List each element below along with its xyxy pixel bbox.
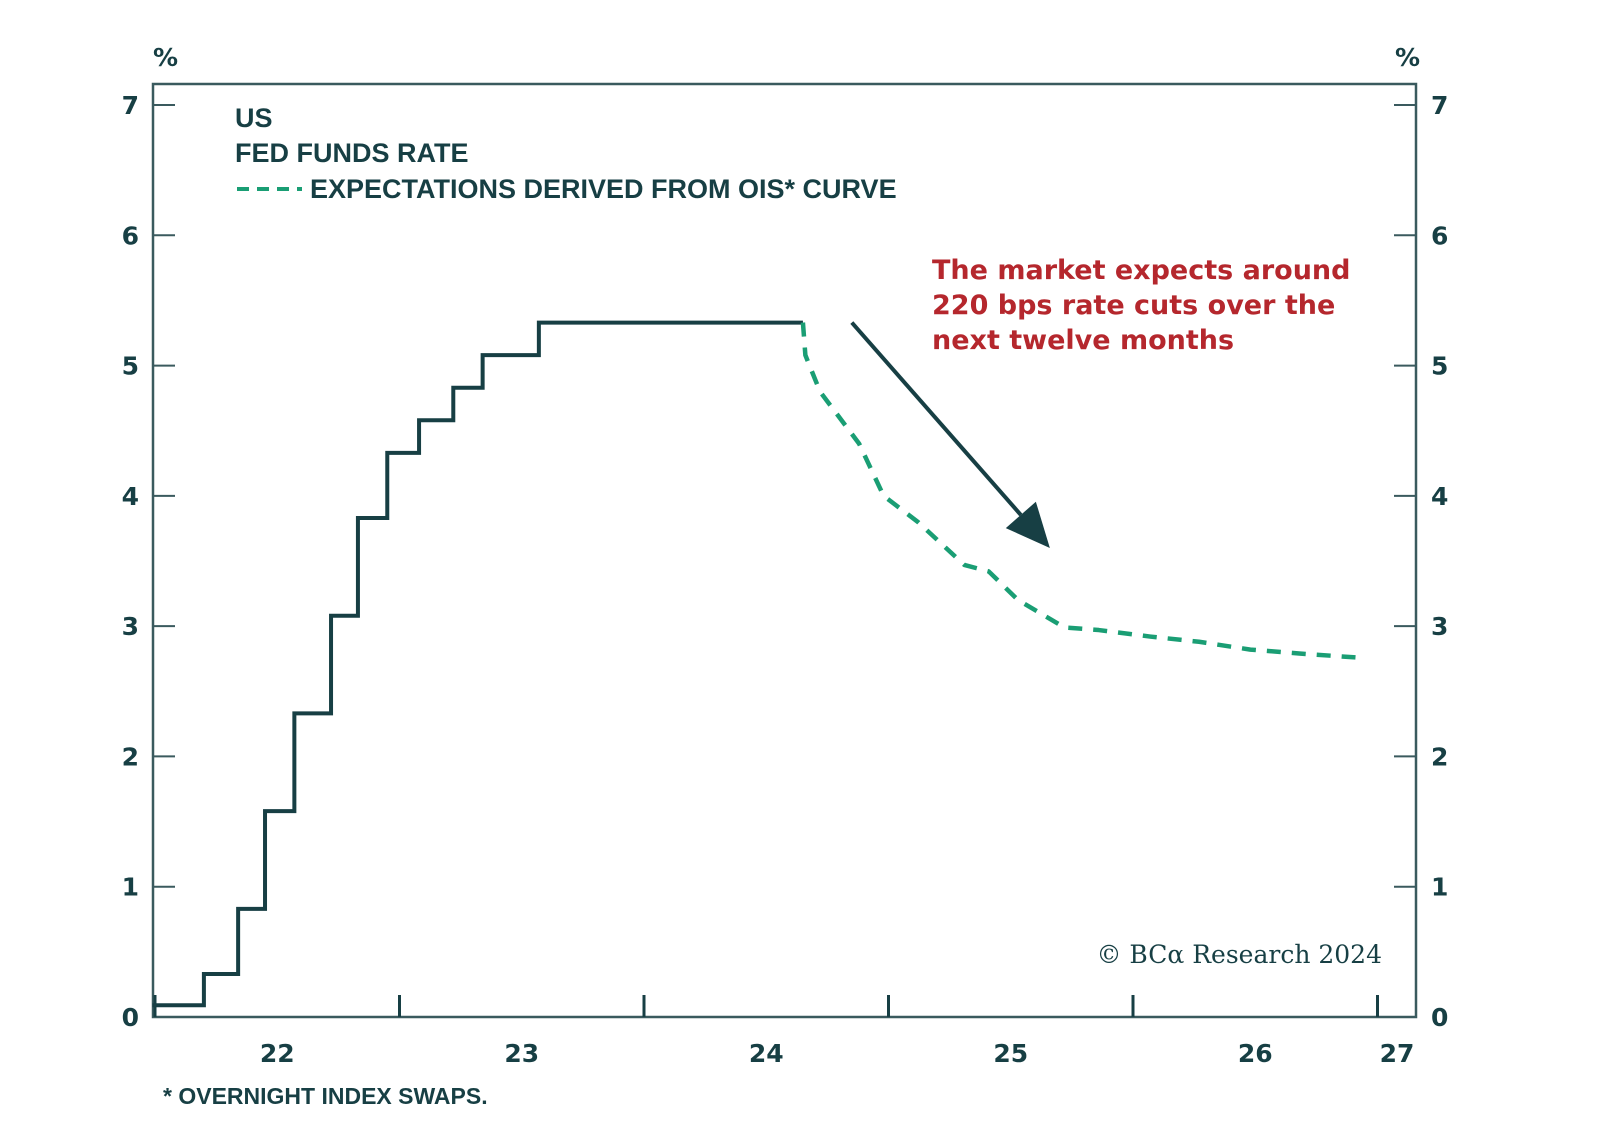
series-ois-expectations: [800, 322, 1356, 660]
axes: [151, 82, 1418, 1019]
legend-label-ois: EXPECTATIONS DERIVED FROM OIS* CURVE: [310, 174, 897, 204]
plot-frame: [151, 82, 1418, 1019]
y-tick-label-right: 2: [1431, 742, 1448, 771]
series-layer: [152, 320, 1356, 1008]
y-tick-label-left: 0: [122, 1003, 139, 1032]
footnote: * OVERNIGHT INDEX SWAPS.: [163, 1083, 488, 1109]
y-tick-label-right: 4: [1431, 482, 1448, 511]
x-tick-label: 23: [504, 1039, 539, 1068]
annotation-line-2: 220 bps rate cuts over the: [932, 290, 1335, 321]
annotation-line-3: next twelve months: [932, 325, 1234, 356]
chart-subtitle: FED FUNDS RATE: [235, 138, 469, 168]
y-tick-label-left: 3: [122, 612, 139, 641]
y-tick-label-right: 0: [1431, 1003, 1448, 1032]
annotation-line-1: The market expects around: [932, 255, 1350, 286]
annotation-layer: [850, 321, 1050, 548]
y-tick-label-left: 6: [122, 221, 139, 250]
chart-title: US: [235, 103, 273, 133]
y-tick-label-right: 3: [1431, 612, 1448, 641]
right-axis-unit: %: [1395, 43, 1420, 72]
y-tick-label-right: 7: [1431, 91, 1448, 120]
x-tick-label: 25: [993, 1039, 1028, 1068]
y-tick-label-right: 6: [1431, 221, 1448, 250]
x-tick-label: 26: [1238, 1039, 1273, 1068]
x-tick-label: 22: [260, 1039, 295, 1068]
y-tick-label-left: 4: [122, 482, 139, 511]
y-tick-label-left: 5: [122, 352, 139, 381]
y-tick-label-left: 1: [122, 873, 139, 902]
series-fed-funds-rate: [152, 320, 803, 1008]
y-tick-label-right: 1: [1431, 873, 1448, 902]
source-credit: © BCα Research 2024: [1096, 940, 1382, 969]
ticks: 0 01 12 23 34 45 56 67 722 23 24 25 26 27: [122, 91, 1449, 1068]
annotation-arrow-shaft: [850, 321, 1023, 517]
y-tick-label-left: 7: [122, 91, 139, 120]
left-axis-unit: %: [153, 43, 178, 72]
y-tick-label-right: 5: [1431, 352, 1448, 381]
y-tick-label-left: 2: [122, 742, 139, 771]
x-tick-label: 24: [749, 1039, 784, 1068]
x-tick-label: 27: [1380, 1039, 1415, 1068]
annotation-arrow-head: [1005, 501, 1050, 548]
